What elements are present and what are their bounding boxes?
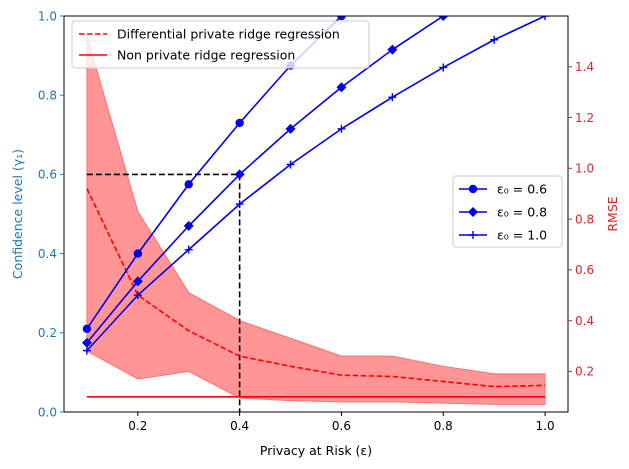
right-y-tick-label: 1.0 xyxy=(575,162,594,176)
point-eps08-6 xyxy=(387,44,398,55)
point-eps10-8 xyxy=(490,35,499,44)
legend-epsilon-box xyxy=(452,175,563,248)
point-eps10-0 xyxy=(82,346,91,355)
right-y-tick-label: 1.4 xyxy=(575,60,594,74)
rmse-lines-layer xyxy=(86,188,546,398)
rmse-line-differential-private xyxy=(86,188,546,388)
legend-label-eps10: ε₀ = 1.0 xyxy=(497,228,547,243)
x-tick-label: 0.8 xyxy=(434,419,453,433)
guide-lines-layer xyxy=(86,173,241,412)
point-eps10-7 xyxy=(439,63,448,72)
point-eps08-0 xyxy=(81,337,92,348)
point-eps06-3 xyxy=(235,118,244,128)
left-y-tick-label: 0.6 xyxy=(38,168,57,182)
point-eps10-6 xyxy=(388,93,397,102)
legend-rmse: Differential private ridge regression No… xyxy=(71,20,370,69)
right-y-tick-label: 0.8 xyxy=(575,212,594,226)
point-eps10-9 xyxy=(541,16,550,20)
legend-epsilon: ε₀ = 0.6 ε₀ = 0.8 ε₀ = 1.0 xyxy=(452,175,563,248)
point-eps10-4 xyxy=(286,160,295,169)
point-eps08-4 xyxy=(285,123,296,134)
right-y-tick-label: 0.2 xyxy=(575,365,594,379)
x-tick-label: 0.2 xyxy=(128,419,147,433)
left-y-tick-label: 0.0 xyxy=(38,405,57,419)
left-y-tick-label: 0.8 xyxy=(38,89,57,103)
legend-plus-marker xyxy=(469,231,477,239)
point-eps06-0 xyxy=(82,324,92,334)
left-y-axis-label: Confidence level (γ₁) xyxy=(10,149,25,279)
right-y-axis-label: RMSE xyxy=(605,196,620,231)
rmse-confidence-band-layer xyxy=(86,36,546,405)
legend-label-eps08: ε₀ = 0.8 xyxy=(497,205,547,220)
rmse-confidence-band xyxy=(86,36,546,405)
legend-label-non-private: Non private ridge regression xyxy=(117,48,295,63)
x-axis-ticks: 0.2 0.4 0.6 0.8 1.0 xyxy=(128,412,555,433)
point-eps06-5 xyxy=(337,16,346,21)
point-eps08-2 xyxy=(183,220,194,231)
legend-rmse-box xyxy=(71,20,370,69)
point-eps10-2 xyxy=(184,245,193,254)
right-y-axis-ticks: 0.2 0.4 0.6 0.8 1.0 1.2 1.4 xyxy=(568,60,594,379)
plot-frame xyxy=(63,15,569,413)
x-tick-label: 0.4 xyxy=(230,419,249,433)
legend-label-eps06: ε₀ = 0.6 xyxy=(497,182,547,197)
point-eps10-5 xyxy=(337,124,346,133)
line-eps08 xyxy=(86,16,445,344)
right-y-tick-label: 0.6 xyxy=(575,263,594,277)
left-y-axis-ticks: 0.0 0.2 0.4 0.6 0.8 1.0 xyxy=(38,9,64,419)
point-eps08-5 xyxy=(336,82,347,93)
legend-label-differential: Differential private ridge regression xyxy=(117,27,340,42)
series-eps08 xyxy=(81,16,449,348)
x-tick-label: 1.0 xyxy=(536,419,555,433)
left-y-tick-label: 1.0 xyxy=(38,9,57,23)
legend-diamond-marker xyxy=(468,207,478,217)
left-y-tick-label: 0.4 xyxy=(38,247,57,261)
right-y-tick-label: 0.4 xyxy=(575,314,594,328)
point-eps06-1 xyxy=(133,249,143,258)
x-tick-label: 0.6 xyxy=(332,419,351,433)
point-eps08-7 xyxy=(438,16,449,21)
line-eps10 xyxy=(86,16,546,352)
legend-circle-marker xyxy=(468,184,478,194)
left-y-tick-label: 0.2 xyxy=(38,326,57,340)
point-eps06-2 xyxy=(184,180,193,189)
point-eps08-1 xyxy=(132,276,143,287)
point-eps08-3 xyxy=(234,169,245,180)
right-y-tick-label: 1.2 xyxy=(575,111,594,125)
point-eps10-1 xyxy=(133,291,142,300)
point-eps10-3 xyxy=(235,200,244,209)
series-eps10 xyxy=(82,16,550,355)
x-axis-label: Privacy at Risk (ε) xyxy=(260,443,372,458)
